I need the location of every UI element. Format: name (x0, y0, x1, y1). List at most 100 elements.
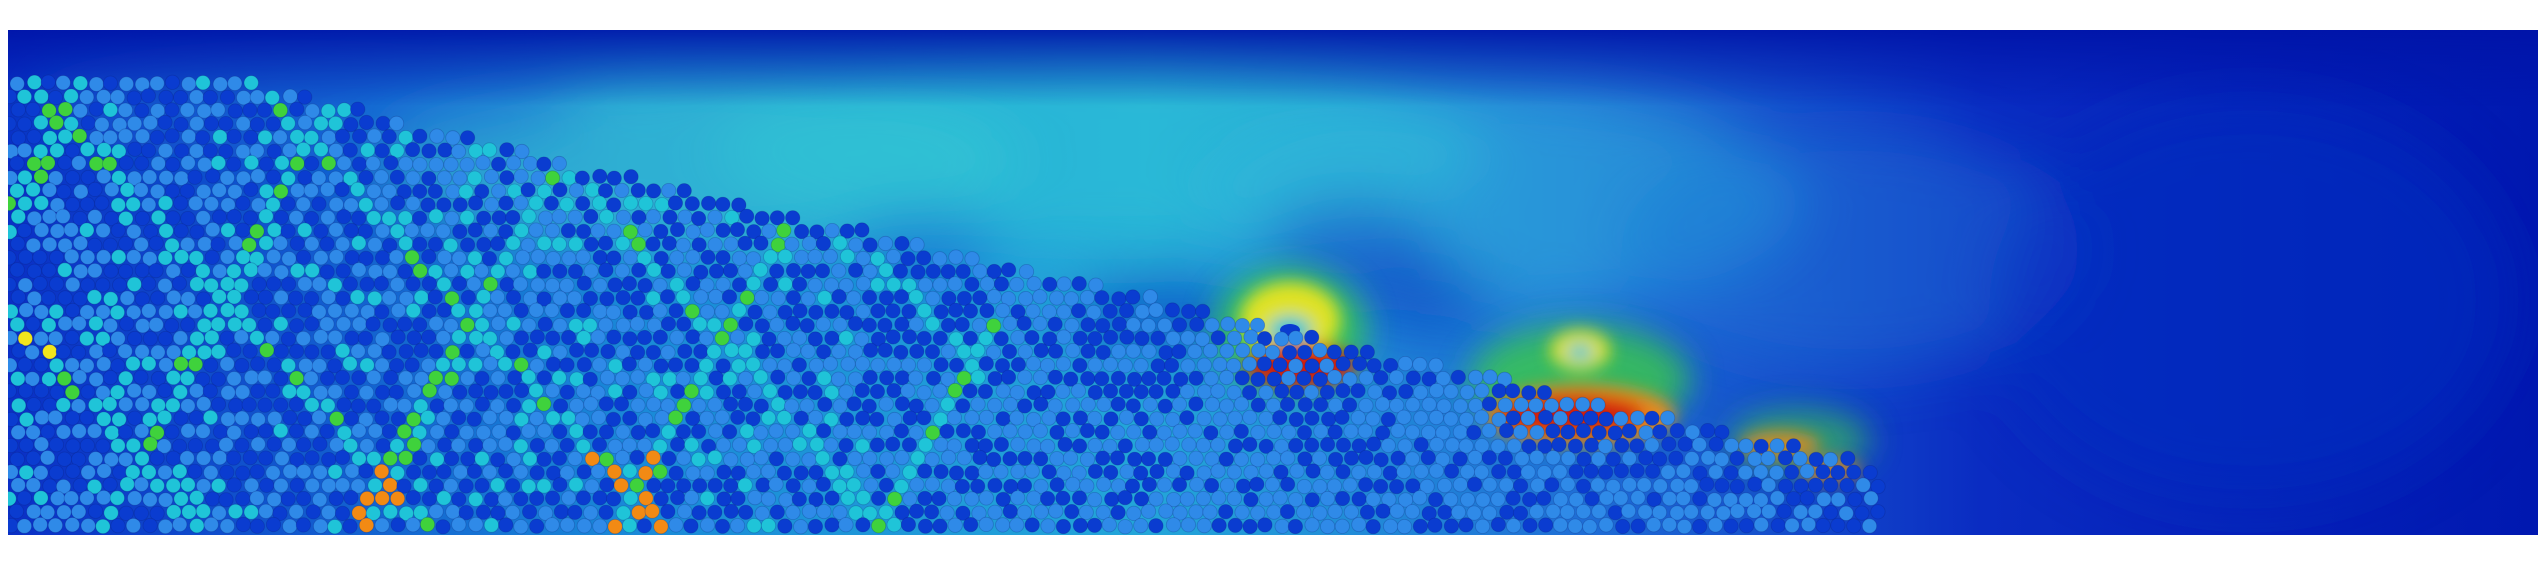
particle (1382, 465, 1398, 481)
particle (390, 195, 406, 211)
particle (405, 489, 421, 506)
particle (760, 517, 777, 534)
particle (979, 302, 995, 319)
particle (96, 142, 112, 158)
particle (530, 249, 546, 265)
particle (1583, 410, 1599, 426)
particle (381, 210, 397, 227)
particle (675, 237, 691, 253)
particle (258, 235, 274, 251)
particle (319, 181, 336, 197)
particle (964, 251, 980, 267)
particle (545, 251, 561, 267)
particle (1607, 425, 1623, 441)
particle (807, 277, 823, 293)
particle (25, 237, 42, 253)
particle (17, 169, 33, 186)
particle (274, 450, 290, 466)
particle (947, 382, 963, 399)
particle (1127, 451, 1143, 467)
particle (583, 236, 599, 252)
particle (1296, 478, 1313, 495)
particle (427, 183, 443, 199)
particle (212, 450, 228, 466)
particle (1064, 317, 1080, 333)
particle (249, 518, 265, 534)
particle (443, 478, 459, 494)
particle (690, 423, 707, 439)
particle (544, 490, 561, 506)
particle (1202, 343, 1219, 359)
particle (1452, 477, 1469, 493)
particle (870, 463, 886, 479)
particle (536, 423, 552, 439)
particle (1714, 424, 1730, 440)
particle (272, 102, 288, 118)
particle (204, 249, 220, 265)
particle (483, 169, 500, 185)
particle (171, 438, 188, 454)
particle (474, 183, 490, 199)
particle (1103, 464, 1119, 481)
particle (995, 383, 1011, 399)
particle (150, 370, 167, 387)
particle (10, 477, 26, 493)
particle (227, 75, 243, 91)
particle (645, 183, 662, 199)
particle (978, 330, 994, 346)
particle (1204, 396, 1220, 412)
particle (197, 344, 213, 360)
particle (319, 423, 335, 439)
particle (1094, 424, 1110, 440)
particle (615, 209, 632, 225)
particle (1258, 463, 1275, 479)
particle (925, 370, 942, 386)
particle (9, 451, 25, 467)
particle (467, 222, 483, 238)
particle (513, 357, 529, 373)
particle (173, 170, 189, 186)
particle (428, 478, 444, 494)
particle (458, 184, 474, 200)
particle (955, 423, 972, 439)
particle (1435, 451, 1451, 467)
particle (350, 478, 366, 494)
particle (1870, 478, 1886, 495)
particle (26, 129, 42, 145)
particle (660, 424, 677, 440)
particle (1840, 450, 1856, 466)
particle (582, 371, 598, 387)
particle (249, 464, 265, 480)
particle (1219, 369, 1235, 386)
particle (769, 210, 785, 226)
particle (1598, 411, 1614, 427)
particle (1212, 411, 1228, 427)
particle (1102, 356, 1119, 372)
particle (242, 102, 258, 118)
particle (211, 505, 227, 521)
particle (41, 209, 58, 225)
particle (1778, 478, 1794, 494)
particle (824, 490, 840, 506)
particle (1459, 464, 1476, 480)
particle (1327, 369, 1343, 385)
particle (1010, 356, 1027, 373)
particle (1630, 410, 1646, 426)
particle (109, 304, 126, 320)
particle (1297, 397, 1313, 413)
particle (939, 505, 955, 521)
particle (615, 424, 631, 440)
particle (1211, 517, 1227, 534)
particle (1016, 504, 1033, 521)
particle (1458, 438, 1474, 454)
particle (552, 423, 568, 440)
particle (1358, 397, 1374, 414)
particle (621, 356, 637, 372)
particle (799, 398, 815, 414)
particle (777, 518, 793, 534)
particle (228, 235, 244, 251)
particle (1855, 477, 1871, 493)
particle (716, 464, 732, 480)
particle (259, 342, 275, 358)
particle (141, 464, 157, 480)
